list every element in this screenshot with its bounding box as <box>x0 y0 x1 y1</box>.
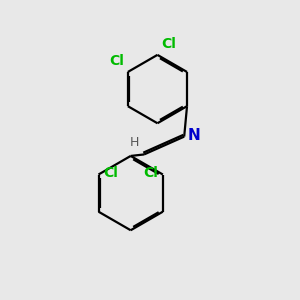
Text: N: N <box>188 128 201 142</box>
Text: Cl: Cl <box>161 37 176 51</box>
Text: H: H <box>129 136 139 149</box>
Text: Cl: Cl <box>110 54 124 68</box>
Text: Cl: Cl <box>103 166 118 180</box>
Text: Cl: Cl <box>143 166 158 180</box>
